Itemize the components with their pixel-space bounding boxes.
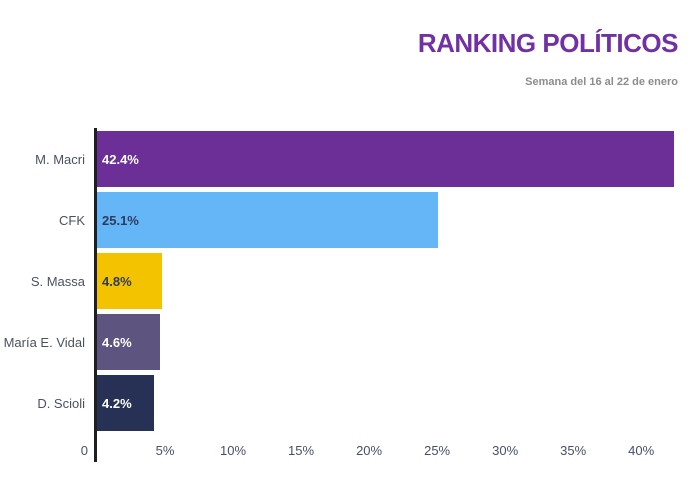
- category-label-s-massa: S. Massa: [30, 273, 85, 289]
- x-tick-20: 20%: [356, 443, 383, 458]
- x-tick-40: 40%: [628, 443, 655, 458]
- category-label-m-macri: M. Macri: [35, 151, 85, 167]
- bar-m-macri: 42.4%: [97, 131, 674, 187]
- x-axis: 0 5% 10% 15% 20% 25% 30% 35% 40%: [81, 436, 682, 462]
- bar-row-s-massa: 4.8%: [97, 253, 682, 309]
- bar-value-label-cfk: 25.1%: [102, 212, 139, 228]
- chart-title: RANKING POLÍTICOS: [417, 28, 679, 58]
- bars-column: 42.4% 25.1% 4.8% 4.6% 4.2% 0 5% 10% 15% 20% 25% 30%…: [81, 128, 682, 462]
- bar-d-scioli: 4.2%: [97, 375, 155, 431]
- x-tick-10: 10%: [220, 443, 247, 458]
- bar-row-cfk: 25.1%: [97, 192, 682, 248]
- category-label-maria-e-vidal: María E. Vidal: [3, 334, 85, 350]
- category-label-cfk: CFK: [59, 212, 85, 228]
- category-axis: M. Macri CFK S. Massa María E. Vidal D. Scio…: [0, 128, 94, 462]
- bar-cfk: 25.1%: [97, 192, 439, 248]
- x-tick-30: 30%: [492, 443, 519, 458]
- chart-subtitle: Semana del 16 al 22 de enero: [525, 76, 678, 88]
- horizontal-bar-chart: M. Macri CFK S. Massa María E. Vidal D. Scio…: [0, 128, 698, 462]
- x-tick-15: 15%: [288, 443, 315, 458]
- chart-header: RANKING POLÍTICOS Semana del 16 al 22 de…: [0, 0, 698, 88]
- bar-s-massa: 4.8%: [97, 253, 163, 309]
- category-label-d-scioli: D. Scioli: [37, 395, 85, 411]
- x-tick-5: 5%: [155, 443, 175, 458]
- chart-plot-area: M. Macri CFK S. Massa María E. Vidal D. Scio…: [0, 128, 682, 462]
- bar-value-label-s-massa: 4.8%: [102, 273, 132, 289]
- bar-value-label-m-macri: 42.4%: [102, 151, 139, 167]
- x-tick-35: 35%: [560, 443, 587, 458]
- bar-row-maria-e-vidal: 4.6%: [97, 314, 682, 370]
- x-tick-25: 25%: [424, 443, 451, 458]
- bar-row-m-macri: 42.4%: [97, 131, 682, 187]
- bar-row-d-scioli: 4.2%: [97, 375, 682, 431]
- bar-maria-e-vidal: 4.6%: [97, 314, 160, 370]
- bar-value-label-d-scioli: 4.2%: [102, 395, 132, 411]
- bar-value-label-maria-e-vidal: 4.6%: [102, 334, 132, 350]
- x-tick-0: 0: [80, 443, 88, 458]
